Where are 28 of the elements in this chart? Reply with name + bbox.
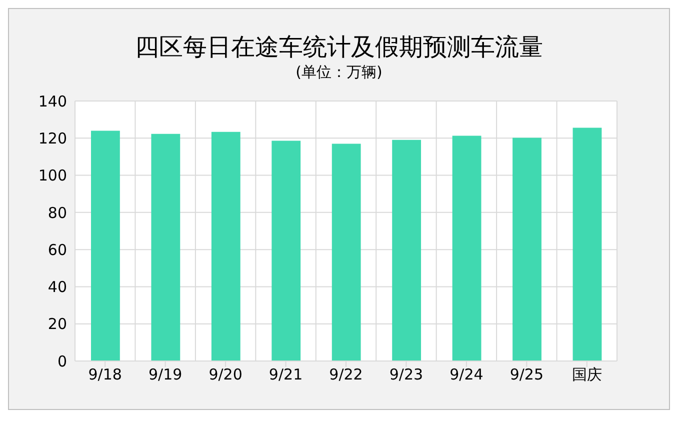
bar: [512, 138, 542, 361]
x-tick-label: 9/25: [510, 366, 544, 384]
bar: [332, 144, 361, 361]
bar: [151, 134, 180, 361]
y-tick-label: 0: [57, 352, 67, 370]
chart-title: 四区每日在途车统计及假期预测车流量: [134, 32, 544, 63]
y-tick-label: 140: [38, 92, 67, 110]
y-tick-label: 40: [48, 278, 67, 296]
bar: [392, 140, 422, 361]
y-tick-label: 120: [38, 129, 67, 148]
x-tick-label: 9/20: [208, 366, 242, 384]
bar: [452, 136, 482, 361]
bar: [91, 130, 120, 361]
y-tick-label: 60: [48, 240, 67, 259]
x-tick-label: 9/22: [329, 366, 363, 384]
y-tick-label: 20: [48, 315, 67, 334]
x-tick-label: 9/24: [450, 366, 484, 384]
bar: [211, 132, 240, 361]
bar: [272, 140, 301, 361]
x-tick-label: 9/21: [268, 366, 303, 384]
x-tick-label: 国庆: [572, 366, 602, 384]
chart-subtitle: (单位：万辆): [294, 63, 384, 82]
bar: [572, 128, 602, 361]
y-tick-label: 80: [48, 204, 67, 222]
x-tick-label: 9/23: [389, 366, 424, 384]
y-tick-label: 100: [38, 166, 67, 185]
x-tick-label: 9/19: [148, 366, 182, 384]
x-tick-label: 9/18: [88, 366, 122, 384]
